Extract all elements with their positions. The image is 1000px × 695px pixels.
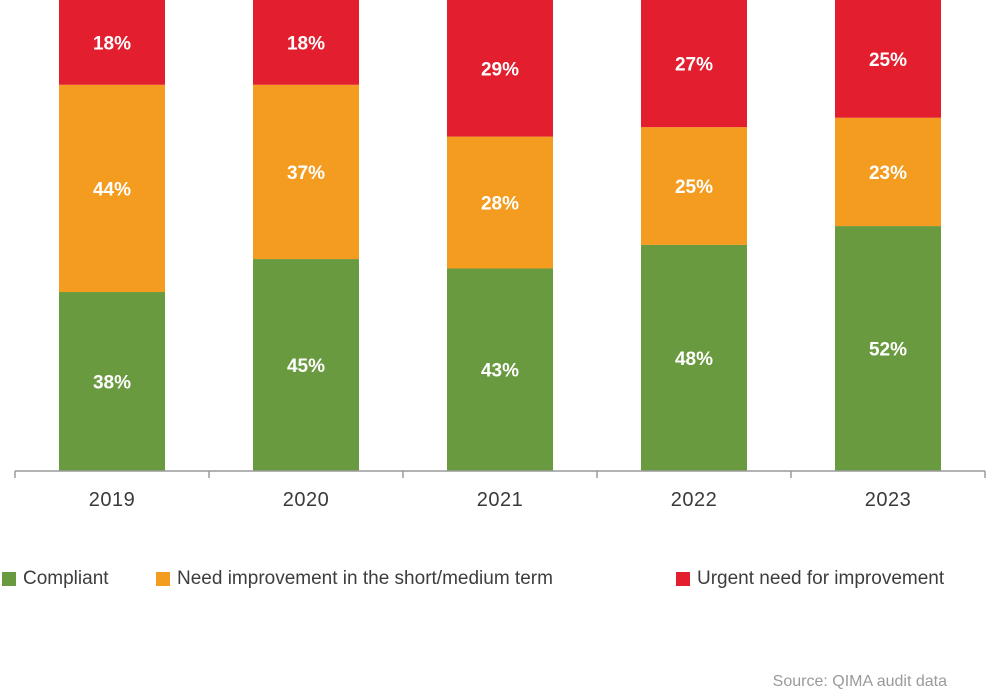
data-label-2023-series-1: 23%	[869, 163, 907, 184]
x-tick-label-2022: 2022	[671, 489, 718, 511]
x-tick-label-2021: 2021	[477, 489, 524, 511]
stacked-bar-chart: 38% 44% 18% 45% 37% 18% 43% 28% 29% 48% 25% 27% 52% 2…	[14, 0, 986, 511]
bar-2020-series-2	[253, 0, 359, 85]
legend-item-need-improvement: Need improvement in the short/medium ter…	[156, 567, 553, 591]
bar-2020-series-1	[253, 84, 359, 260]
data-label-2022-series-0: 48%	[675, 349, 713, 370]
bar-2022-series-1	[641, 127, 747, 245]
legend-item-compliant: Compliant	[2, 567, 109, 591]
source-note: Source: QIMA audit data	[772, 673, 947, 690]
bar-2021-series-1	[447, 136, 553, 269]
data-label-2022-series-1: 25%	[675, 177, 713, 198]
legend-item-urgent: Urgent need for improvement	[676, 567, 944, 591]
data-label-2020-series-1: 37%	[287, 163, 325, 184]
legend-swatch-compliant	[2, 572, 16, 586]
legend-swatch-need-improvement	[156, 572, 170, 586]
segment-labels-group: 38% 44% 18% 45% 37% 18% 43% 28% 29% 48% 25% 27% 52% 2…	[93, 33, 907, 393]
data-label-2023-series-0: 52%	[869, 340, 907, 361]
bar-2019-series-1	[59, 84, 165, 293]
data-label-2021-series-0: 43%	[481, 361, 519, 382]
bar-2022-series-2	[641, 0, 747, 128]
legend: Compliant Need improvement in the short/…	[0, 567, 1000, 591]
x-tick-label-2020: 2020	[283, 489, 330, 511]
data-label-2022-series-2: 27%	[675, 55, 713, 76]
data-label-2020-series-2: 18%	[287, 33, 325, 54]
bar-2021-series-2	[447, 0, 553, 137]
bar-2021-series-0	[447, 268, 553, 471]
bar-2022-series-0	[641, 244, 747, 471]
bar-2023-series-2	[835, 0, 941, 118]
data-label-2020-series-0: 45%	[287, 356, 325, 377]
legend-label-need-improvement: Need improvement in the short/medium ter…	[177, 568, 553, 589]
legend-label-urgent: Urgent need for improvement	[697, 568, 945, 589]
data-label-2019-series-2: 18%	[93, 33, 131, 54]
bar-2020-series-0	[253, 259, 359, 471]
bar-2019-series-0	[59, 292, 165, 471]
x-tick-label-2019: 2019	[89, 489, 136, 511]
data-label-2019-series-1: 44%	[93, 179, 131, 200]
data-label-2019-series-0: 38%	[93, 373, 131, 394]
bar-2023-series-0	[835, 226, 941, 471]
data-label-2021-series-1: 28%	[481, 194, 519, 215]
x-tick-label-2023: 2023	[865, 489, 912, 511]
data-label-2021-series-2: 29%	[481, 59, 519, 80]
legend-label-compliant: Compliant	[23, 568, 109, 589]
bar-2023-series-1	[835, 117, 941, 227]
bar-2019-series-2	[59, 0, 165, 85]
data-label-2023-series-2: 25%	[869, 50, 907, 71]
legend-swatch-urgent	[676, 572, 690, 586]
x-axis-ticks: 2019 2020 2021 2022 2023	[14, 471, 986, 511]
bars-group	[59, 0, 941, 471]
